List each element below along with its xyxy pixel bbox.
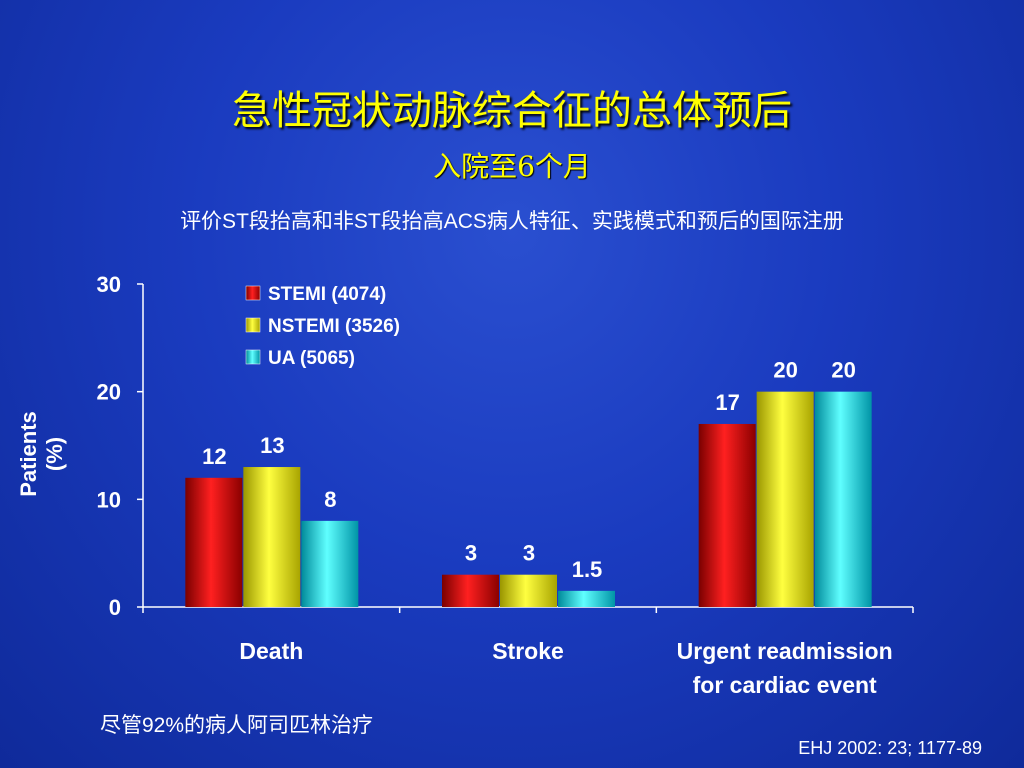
data-label: 3 [523, 541, 535, 566]
category-label: Urgent readmission for cardiac event [677, 638, 893, 698]
data-label: 12 [202, 444, 226, 469]
legend-swatch [245, 349, 261, 365]
data-label: 8 [324, 487, 336, 512]
bar-1-2 [756, 391, 814, 607]
legend-label: UA (5065) [268, 348, 355, 369]
footnote: 尽管92%的病人阿司匹林治疗 [100, 714, 374, 737]
source-citation: EHJ 2002: 23; 1177-89 [798, 738, 982, 758]
category-label: Death [239, 638, 303, 664]
y-tick-label: 0 [109, 595, 121, 620]
bar-0-0 [185, 477, 243, 607]
data-label: 1.5 [572, 557, 603, 582]
y-tick-label: 10 [97, 487, 121, 512]
slide-subtitle: 入院至6个月 [433, 150, 591, 183]
slide-title: 急性冠状动脉综合征的总体预后 [232, 88, 792, 134]
chart-bars [185, 391, 872, 607]
bar-2-0 [301, 520, 359, 607]
chart-data-labels: 12 13 8 3 3 1.5 17 20 20 [202, 358, 856, 582]
bar-2-1 [558, 590, 615, 607]
bar-1-0 [243, 467, 301, 607]
bar-2-2 [814, 391, 872, 607]
y-tick-label: 20 [97, 380, 121, 405]
data-label: 3 [465, 541, 477, 566]
data-label: 17 [715, 390, 739, 415]
bar-0-2 [698, 423, 756, 607]
slide-description: 评价ST段抬高和非ST段抬高ACS病人特征、实践模式和预后的国际注册 [180, 210, 844, 233]
legend-label: NSTEMI (3526) [268, 316, 400, 337]
chart-legend: STEMI (4074) NSTEMI (3526) UA (5065) [245, 284, 400, 369]
data-label: 13 [260, 433, 284, 458]
category-label: Stroke [492, 638, 564, 664]
bar-0-1 [442, 574, 499, 607]
legend-label: STEMI (4074) [268, 284, 386, 305]
legend-swatch [245, 317, 261, 333]
y-tick-label: 30 [97, 272, 121, 297]
legend-swatch [245, 285, 261, 301]
data-label: 20 [831, 358, 855, 383]
bar-1-1 [500, 574, 557, 607]
data-label: 20 [773, 358, 797, 383]
chart-category-labels: Death Stroke Urgent readmission for cardiac… [239, 638, 892, 698]
